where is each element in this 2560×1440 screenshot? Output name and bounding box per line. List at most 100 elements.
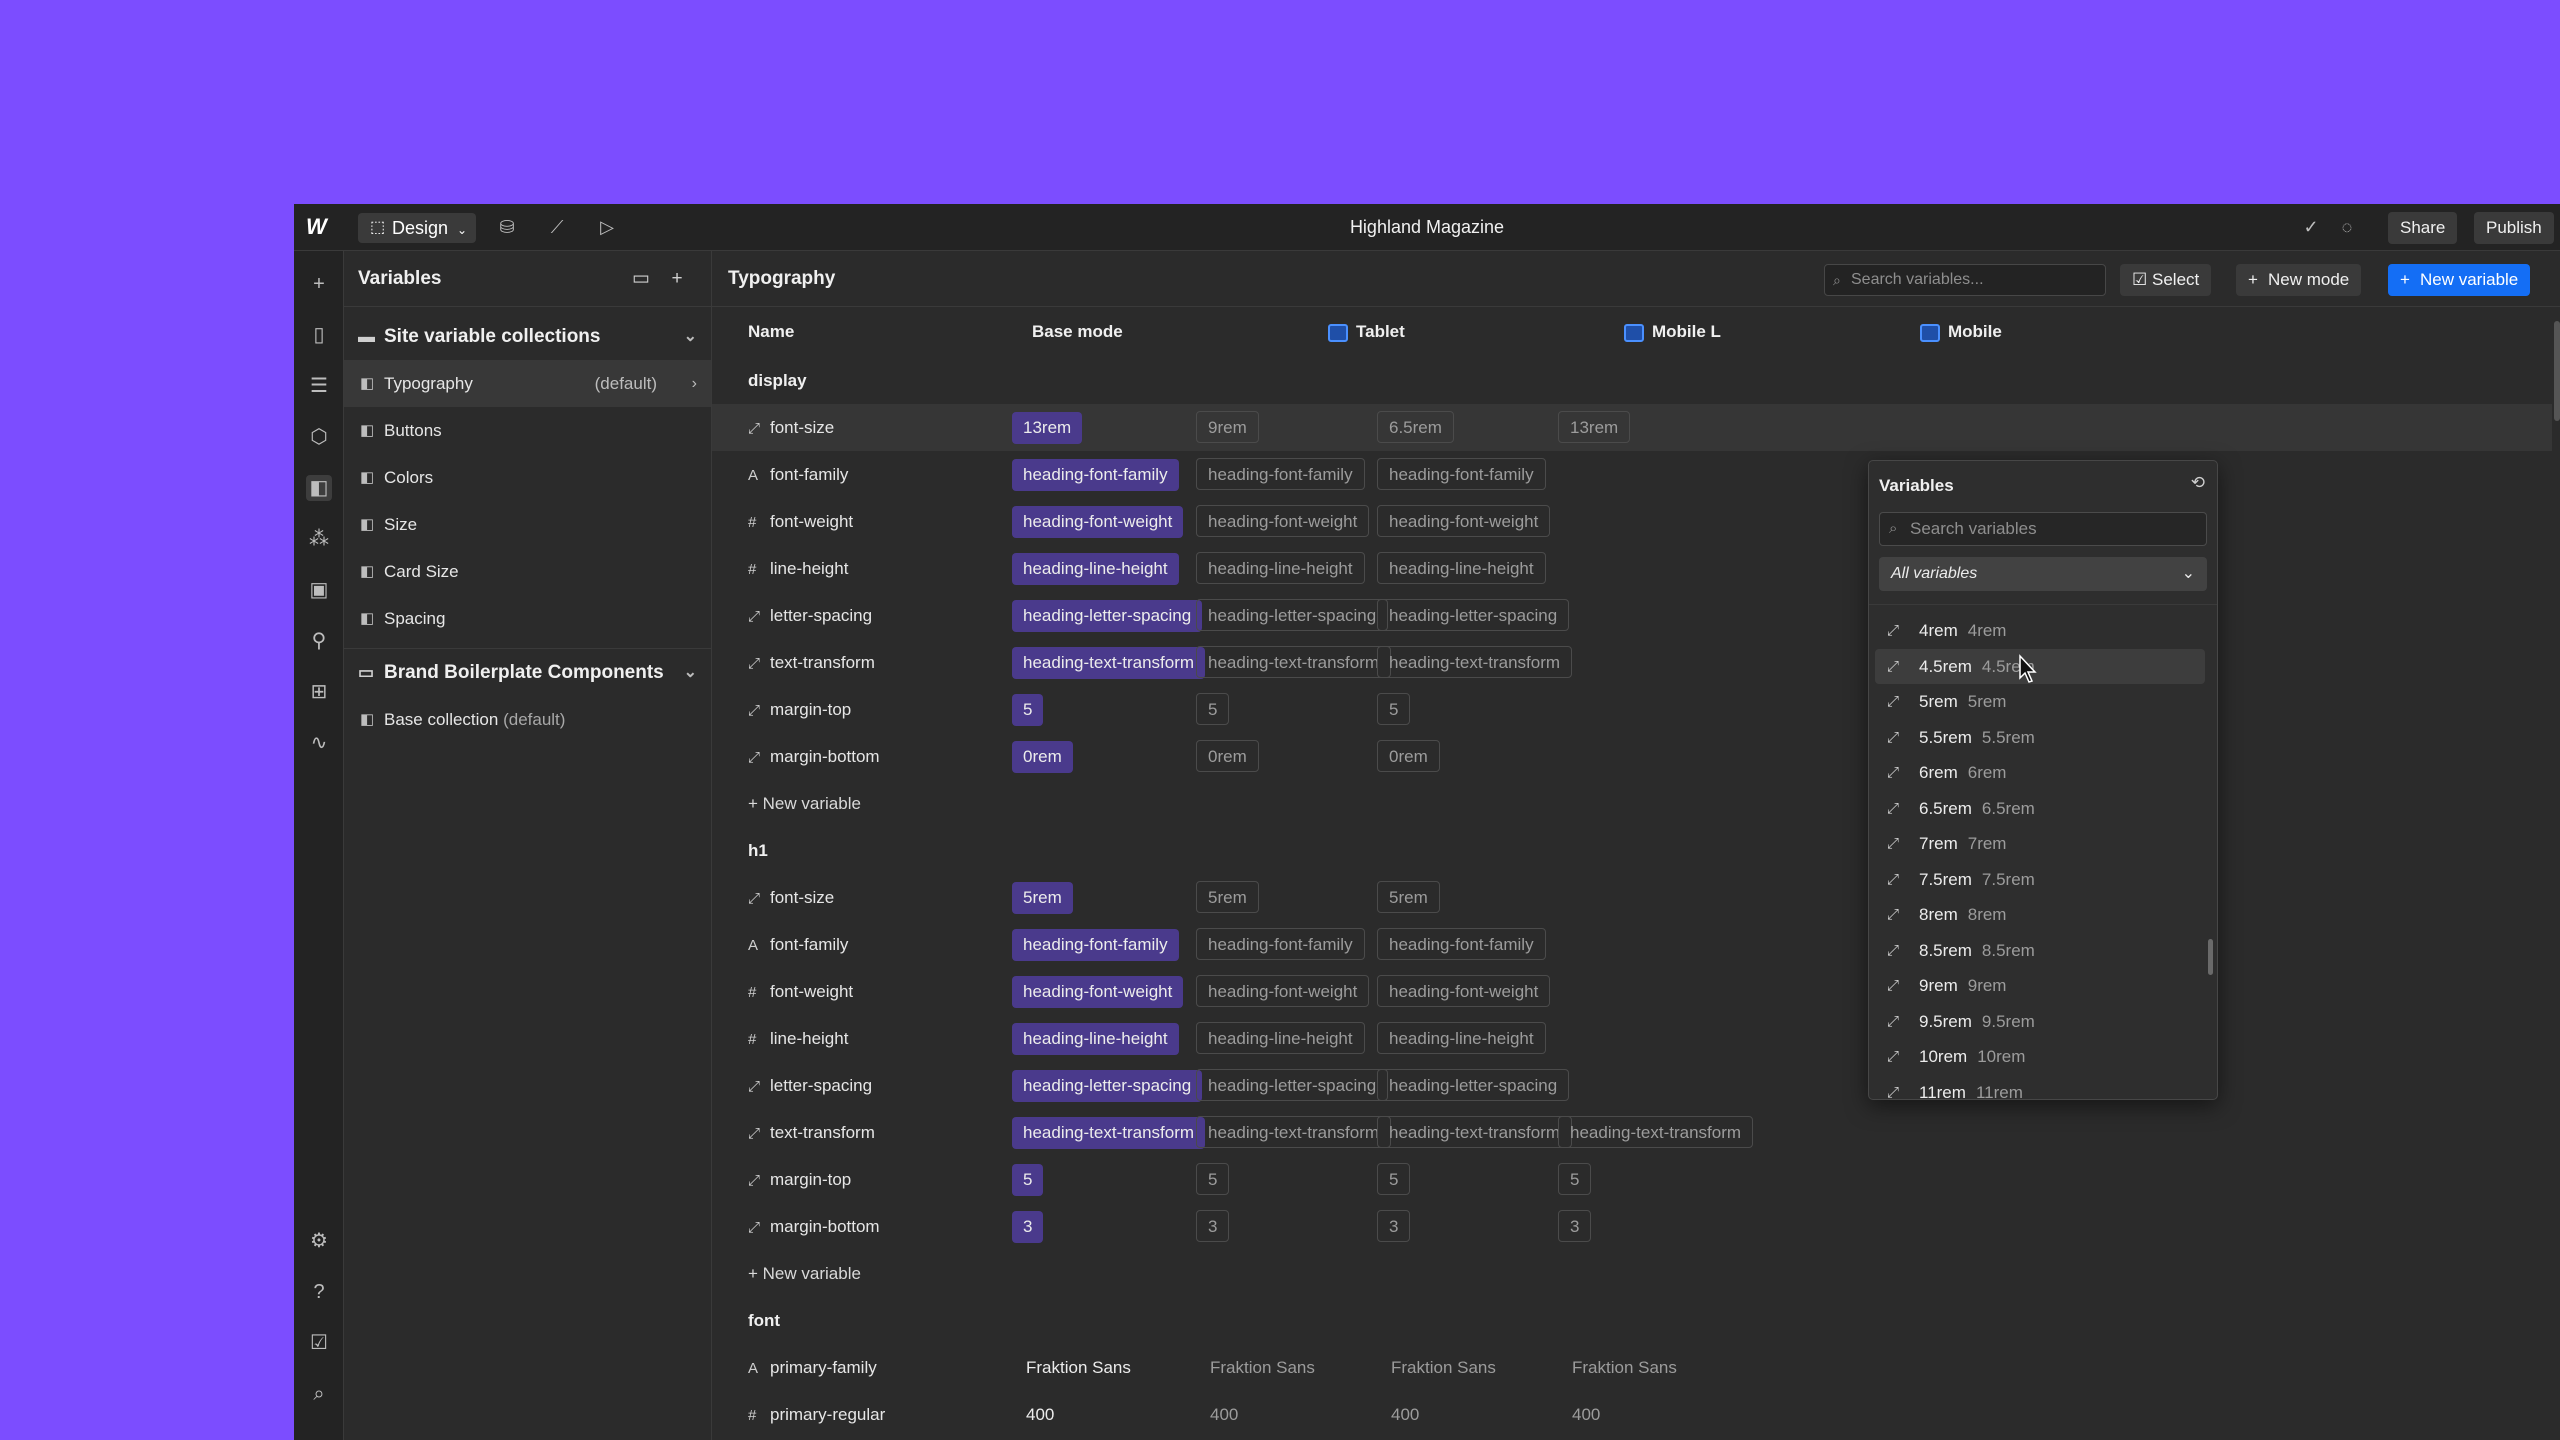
table-row[interactable]: ⤢ text-transform heading-text-transform hea… — [712, 1109, 2552, 1156]
value-cell-tablet[interactable]: heading-font-weight — [1196, 968, 1370, 1015]
column-header-base-mode[interactable]: Base mode — [1032, 322, 1123, 341]
collection-item-buttons[interactable]: ◧ Buttons — [344, 407, 711, 454]
table-row[interactable]: ⤢ margin-top 5 5 5 — [712, 686, 2552, 733]
table-row[interactable]: # line-height heading-line-height heading-l… — [712, 1015, 2552, 1062]
variable-option[interactable]: ⤢ 7rem 7rem — [1875, 826, 2205, 861]
search-variables-input[interactable]: ⌕ Search variables... — [1824, 264, 2106, 296]
share-button[interactable]: Share — [2388, 212, 2458, 244]
value-cell-base[interactable]: Fraktion Sans — [1026, 1344, 1131, 1391]
value-cell-base[interactable]: 5rem — [1012, 874, 1073, 921]
variable-name[interactable]: # font-weight — [748, 968, 853, 1016]
value-cell-base[interactable]: heading-font-family — [1012, 451, 1179, 498]
value-cell-base[interactable]: 400 — [1026, 1391, 1054, 1438]
variable-name[interactable]: ⤢ text-transform — [748, 639, 875, 687]
value-cell-tablet[interactable]: 5 — [1196, 1156, 1230, 1203]
variable-name[interactable]: ⤢ margin-bottom — [748, 733, 880, 781]
collection-item-spacing[interactable]: ◧ Spacing — [344, 595, 711, 642]
value-cell-mobile-l[interactable]: heading-letter-spacing — [1377, 1062, 1570, 1109]
column-header-mobile[interactable]: Mobile — [1920, 307, 2002, 357]
value-cell-mobile-l[interactable]: 3 — [1377, 1203, 1411, 1250]
variable-option[interactable]: ⤢ 8.5rem 8.5rem — [1875, 933, 2205, 968]
table-row[interactable]: # font-weight heading-font-weight heading-f… — [712, 968, 2552, 1015]
webflow-logo-icon[interactable]: W — [306, 214, 327, 239]
value-cell-mobile-l[interactable]: 6.5rem — [1377, 404, 1454, 451]
column-header-mobile-l[interactable]: Mobile L — [1624, 307, 1721, 357]
variable-option[interactable]: ⤢ 9rem 9rem — [1875, 968, 2205, 1003]
detach-refresh-icon[interactable]: ⟲ — [2190, 473, 2205, 492]
value-cell-tablet[interactable]: 9rem — [1196, 404, 1259, 451]
variable-option[interactable]: ⤢ 11rem 11rem — [1875, 1075, 2205, 1100]
table-row[interactable]: ⤢ letter-spacing heading-letter-spacing hea… — [712, 592, 2552, 639]
new-variable-row-button[interactable]: + New variable — [748, 780, 861, 827]
variable-name[interactable]: ⤢ font-size — [748, 404, 834, 452]
value-cell-base[interactable]: 5 — [1012, 686, 1044, 733]
collection-item-card-size[interactable]: ◧ Card Size — [344, 548, 711, 595]
variable-option[interactable]: ⤢ 5rem 5rem — [1875, 684, 2205, 719]
variable-name[interactable]: ⤢ font-size — [748, 874, 834, 922]
value-cell-mobile-l[interactable]: heading-line-height — [1377, 1015, 1546, 1062]
value-cell-mobile[interactable]: 3 — [1558, 1203, 1592, 1250]
navigator-icon[interactable]: ☰ — [310, 375, 328, 397]
add-collection-icon[interactable]: + — [671, 268, 683, 289]
value-cell-base[interactable]: heading-font-weight — [1012, 498, 1184, 545]
logic-flow-icon[interactable]: ⚲ — [311, 630, 327, 652]
value-cell-tablet[interactable]: 400 — [1210, 1391, 1238, 1438]
variable-name[interactable]: ⤢ text-transform — [748, 1109, 875, 1157]
table-row[interactable]: ⤢ margin-bottom 0rem 0rem 0rem — [712, 733, 2552, 780]
variables-icon[interactable]: ◧ — [306, 475, 332, 501]
value-cell-base[interactable]: 5 — [1012, 1156, 1044, 1203]
value-cell-mobile-l[interactable]: 5rem — [1377, 874, 1440, 921]
table-row[interactable]: # font-weight heading-font-weight heading-f… — [712, 498, 2552, 545]
table-row[interactable]: ⤢ text-transform heading-text-transform hea… — [712, 639, 2552, 686]
assets-image-icon[interactable]: ▣ — [309, 579, 329, 601]
variable-name[interactable]: ⤢ margin-bottom — [748, 1203, 880, 1251]
add-elements-icon[interactable]: + — [313, 273, 325, 295]
new-variable-button[interactable]: + New variable — [2388, 264, 2531, 296]
variable-option[interactable]: ⤢ 9.5rem 9.5rem — [1875, 1004, 2205, 1039]
value-cell-mobile-l[interactable]: heading-line-height — [1377, 545, 1546, 592]
value-cell-mobile[interactable]: Fraktion Sans — [1572, 1344, 1677, 1391]
value-cell-base[interactable]: heading-line-height — [1012, 1015, 1179, 1062]
value-cell-mobile[interactable]: 5 — [1558, 1156, 1592, 1203]
value-cell-base[interactable]: heading-font-family — [1012, 921, 1179, 968]
apps-icon[interactable]: ⊞ — [310, 681, 328, 703]
preview-play-icon[interactable]: ▷ — [600, 217, 614, 237]
variable-name[interactable]: # font-weight — [748, 498, 853, 546]
analytics-chart-icon[interactable]: ⟋ — [550, 217, 564, 237]
value-cell-tablet[interactable]: 5 — [1196, 686, 1230, 733]
vertical-scrollbar[interactable] — [2554, 321, 2560, 421]
table-row[interactable]: ⤢ margin-top 5 5 5 5 — [712, 1156, 2552, 1203]
value-cell-mobile-l[interactable]: 5 — [1377, 1156, 1411, 1203]
variable-name[interactable]: ⤢ letter-spacing — [748, 1062, 872, 1110]
styles-drops-icon[interactable]: ⁂ — [309, 528, 329, 550]
collection-item-typography[interactable]: ◧ Typography (default) › — [344, 360, 711, 407]
value-cell-base[interactable]: heading-letter-spacing — [1012, 592, 1203, 639]
activity-pulse-icon[interactable]: ∿ — [310, 732, 328, 754]
variable-option[interactable]: ⤢ 6rem 6rem — [1875, 755, 2205, 790]
variable-option[interactable]: ⤢ 6.5rem 6.5rem — [1875, 791, 2205, 826]
value-cell-mobile-l[interactable]: 5 — [1377, 686, 1411, 733]
value-cell-base[interactable]: heading-text-transform — [1012, 639, 1206, 686]
value-cell-mobile-l[interactable]: heading-text-transform — [1377, 639, 1573, 686]
value-cell-mobile[interactable]: heading-text-transform — [1558, 1109, 1754, 1156]
components-icon[interactable]: ⬡ — [310, 426, 328, 448]
table-row[interactable]: ⤢ font-size 13rem 9rem 6.5rem 13rem — [712, 404, 2552, 451]
table-row[interactable]: ⤢ letter-spacing heading-letter-spacing hea… — [712, 1062, 2552, 1109]
value-cell-base[interactable]: 0rem — [1012, 733, 1073, 780]
variable-name[interactable]: # line-height — [748, 545, 848, 593]
value-cell-mobile[interactable]: 400 — [1572, 1391, 1600, 1438]
value-cell-mobile-l[interactable]: heading-text-transform — [1377, 1109, 1573, 1156]
design-mode-button[interactable]: ⬚ Design ⌄ — [358, 213, 476, 243]
variable-option[interactable]: ⤢ 7.5rem 7.5rem — [1875, 862, 2205, 897]
value-cell-mobile-l[interactable]: heading-letter-spacing — [1377, 592, 1570, 639]
value-cell-mobile-l[interactable]: heading-font-family — [1377, 921, 1546, 968]
value-cell-tablet[interactable]: heading-letter-spacing — [1196, 592, 1389, 639]
checkmark-icon[interactable]: ✓ — [2303, 217, 2319, 237]
audit-check-icon[interactable]: ☑ — [310, 1332, 328, 1354]
table-row[interactable]: # primary-regular 400 400 400 400 — [712, 1391, 2552, 1438]
comments-icon[interactable]: ◌ — [2341, 217, 2353, 237]
value-cell-tablet[interactable]: heading-text-transform — [1196, 639, 1392, 686]
